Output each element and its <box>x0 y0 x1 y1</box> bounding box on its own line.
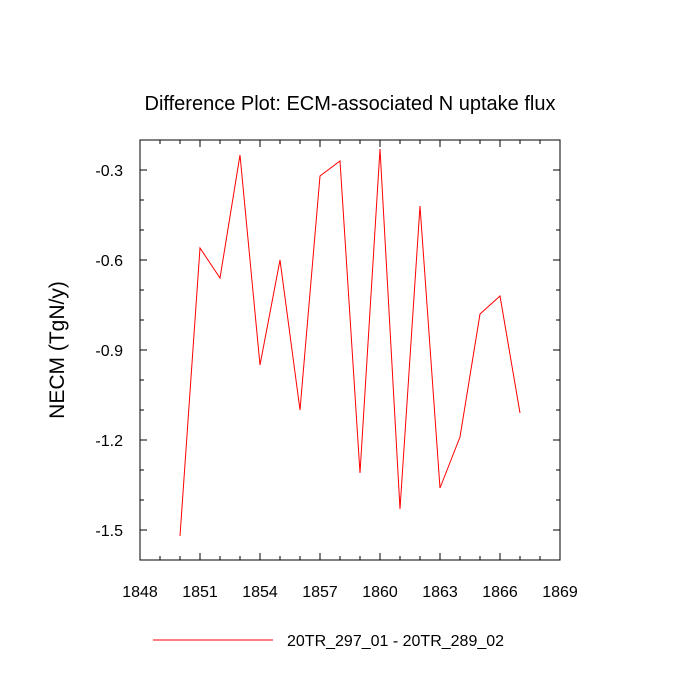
plot-frame <box>139 139 561 561</box>
x-tick-label: 1848 <box>122 584 158 601</box>
x-tick-label: 1866 <box>482 584 518 601</box>
x-tick-label: 1863 <box>422 584 458 601</box>
y-tick-label: -0.3 <box>95 163 123 180</box>
x-tick-label: 1851 <box>182 584 218 601</box>
series-line <box>179 148 521 537</box>
x-tick-label: 1854 <box>242 584 278 601</box>
x-tick-label: 1869 <box>542 584 578 601</box>
y-tick-label: -0.6 <box>95 253 123 270</box>
y-tick-label: -0.9 <box>95 343 123 360</box>
y-tick-label: -1.2 <box>95 433 123 450</box>
legend-label: 20TR_297_01 - 20TR_289_02 <box>287 633 504 650</box>
series-layer <box>179 148 521 537</box>
x-tick-label: 1857 <box>302 584 338 601</box>
chart-title: Difference Plot: ECM-associated N uptake… <box>145 93 556 115</box>
legend: 20TR_297_01 - 20TR_289_02 <box>153 633 504 650</box>
x-tick-label: 1860 <box>362 584 398 601</box>
axis-ticks: 1848 1851 1854 1857 1860 1863 1866 1869 -1.5 -1.2… <box>95 139 578 601</box>
y-axis-label: NECM (TgN/y) <box>46 281 69 419</box>
y-tick-label: -1.5 <box>95 523 123 540</box>
